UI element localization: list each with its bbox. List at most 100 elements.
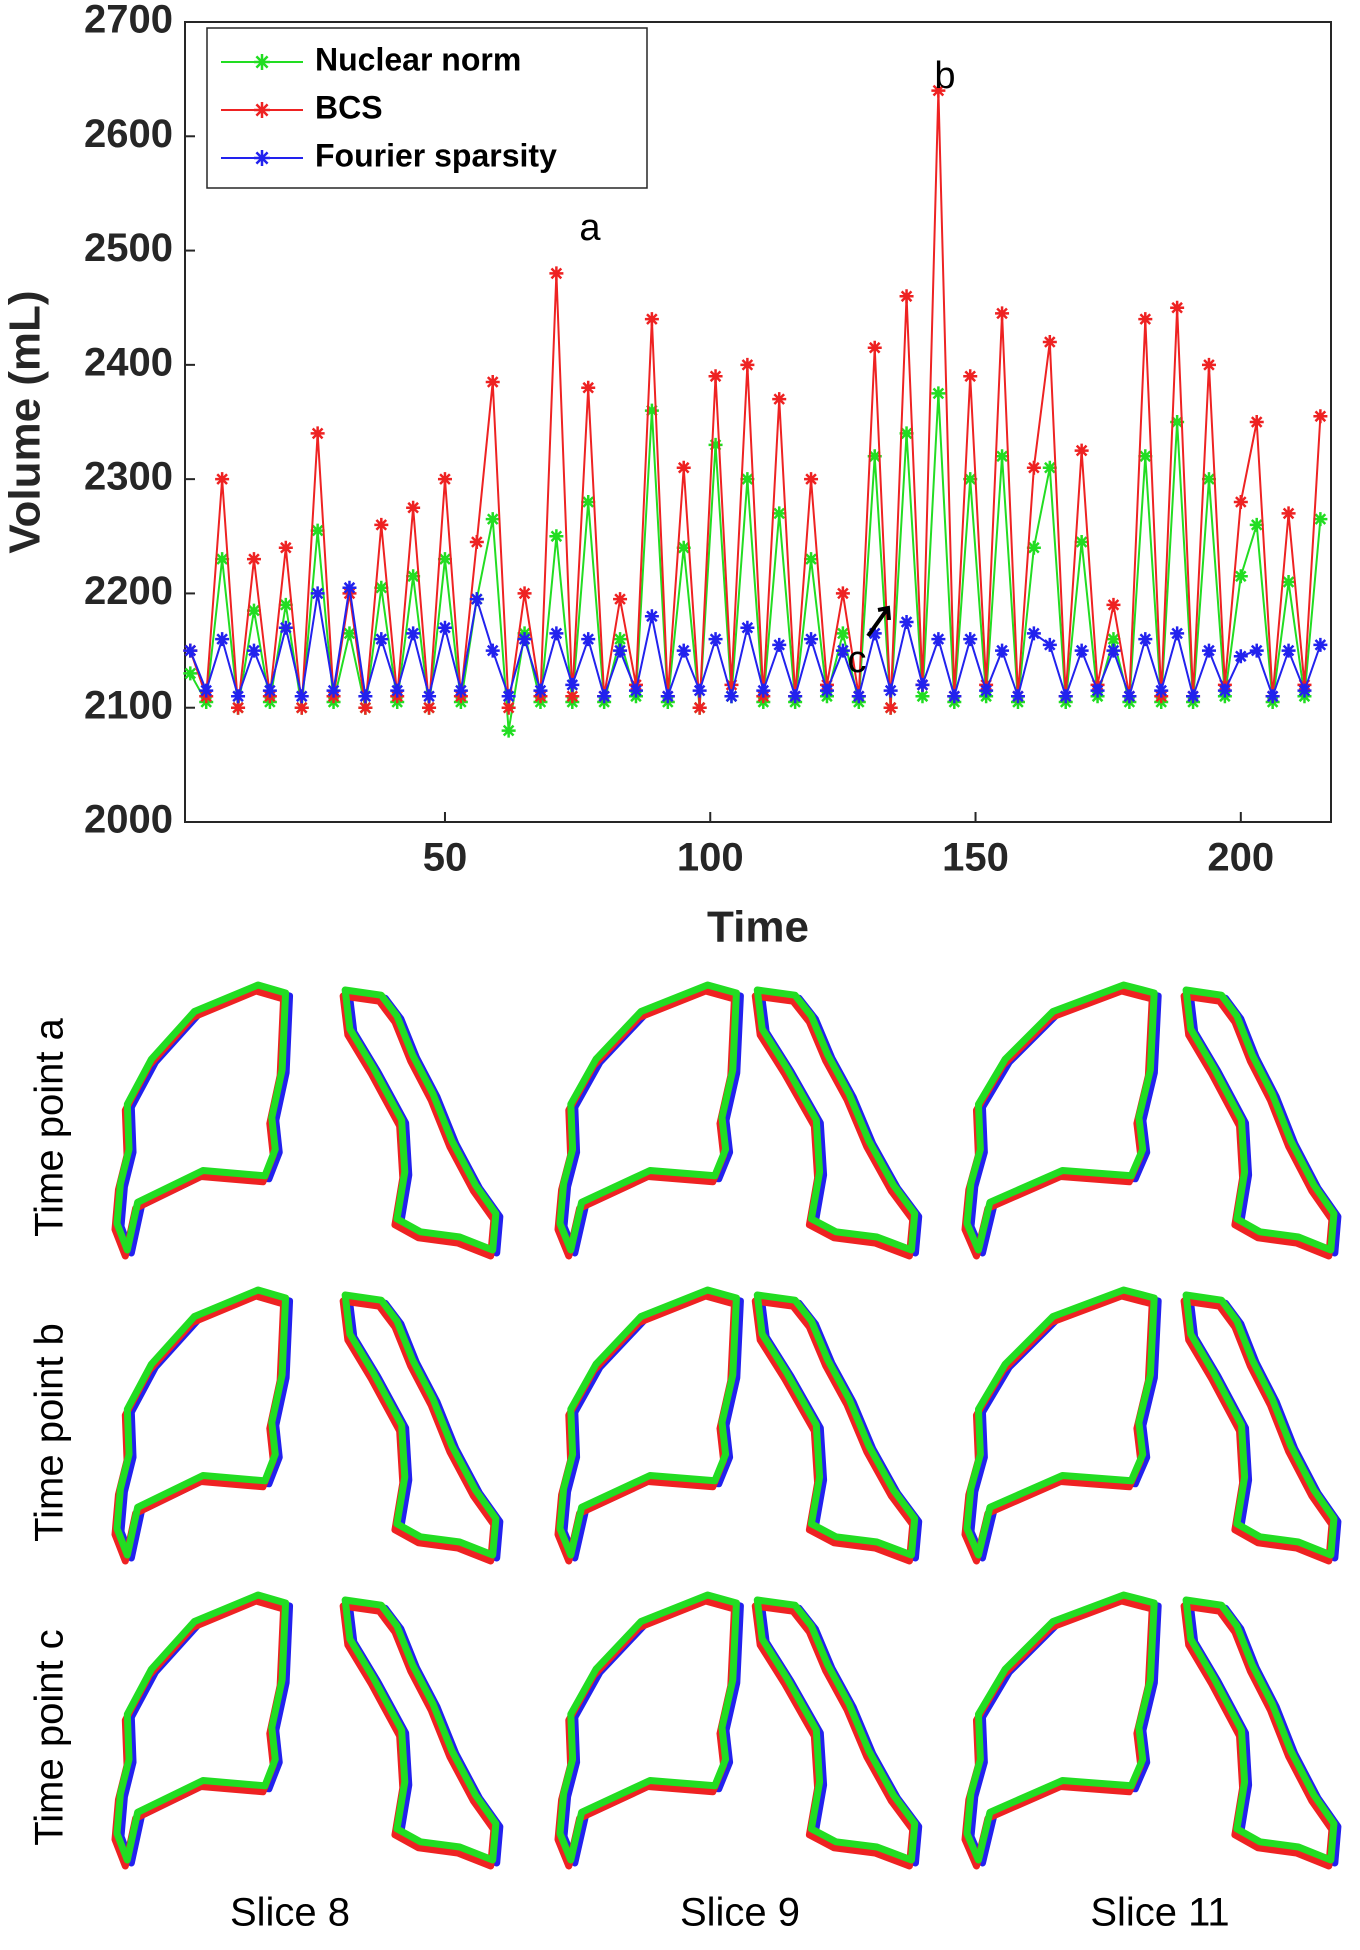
point-marker [437, 620, 452, 635]
lung-contour [560, 1290, 736, 1555]
point-marker [422, 700, 437, 715]
lung-contour [564, 988, 740, 1253]
point-marker [963, 632, 978, 647]
point-marker [1170, 626, 1185, 641]
contour-line [121, 1598, 290, 1863]
point-marker [724, 677, 739, 692]
point-marker [1138, 632, 1153, 647]
point-marker [1281, 506, 1296, 521]
contour-line [967, 1595, 1154, 1860]
legend-label: Fourier sparsity [315, 137, 557, 173]
point-marker [740, 620, 755, 635]
point-marker [867, 626, 882, 641]
point-marker [692, 683, 707, 698]
series-line [189, 587, 1322, 701]
point-marker [485, 643, 500, 658]
point-marker [851, 689, 866, 704]
row-label: Time point b [28, 1323, 72, 1542]
contour-line [1186, 990, 1334, 1250]
point-marker [1249, 517, 1264, 532]
contour-line [1190, 993, 1338, 1253]
point-marker [1106, 632, 1121, 647]
contour-line [564, 988, 740, 1253]
contour-line [761, 993, 918, 1253]
lung-contour [564, 1598, 740, 1863]
contour-line [755, 1606, 912, 1866]
point-marker [231, 700, 246, 715]
point-marker [756, 683, 771, 698]
point-marker [804, 552, 819, 567]
point-marker [1042, 335, 1057, 349]
point-marker [565, 677, 580, 692]
lung-contour [757, 1295, 914, 1555]
point-marker [501, 689, 516, 704]
contour-line [343, 1606, 494, 1866]
point-marker [1297, 683, 1312, 698]
point-marker [963, 472, 978, 487]
point-marker [804, 472, 819, 487]
contour-line [560, 1290, 736, 1555]
contour-line [1186, 1600, 1334, 1860]
point-marker [644, 312, 659, 327]
point-marker [835, 586, 850, 601]
lung-contour [349, 1298, 500, 1558]
point-marker [979, 683, 994, 698]
lung-contour [755, 996, 912, 1256]
point-marker [501, 723, 516, 738]
lung-contour [1190, 1603, 1338, 1863]
contour-line [560, 985, 736, 1250]
point-marker [1026, 626, 1041, 641]
point-marker [437, 552, 452, 567]
point-marker [1106, 643, 1121, 658]
point-marker [613, 632, 628, 647]
point-marker [995, 449, 1010, 464]
point-marker [660, 689, 675, 704]
y-tick-label: 2000 [84, 798, 173, 842]
point-marker [1249, 643, 1264, 658]
lung-contour [343, 1301, 494, 1561]
point-marker [390, 683, 405, 698]
point-marker [549, 529, 564, 544]
point-marker [963, 369, 978, 384]
point-marker [1154, 683, 1169, 698]
point-marker [358, 700, 373, 715]
point-marker [740, 472, 755, 487]
point-marker [1186, 689, 1201, 704]
lung-contour [560, 985, 736, 1250]
point-marker [1026, 540, 1041, 555]
point-marker [931, 632, 946, 647]
point-marker [1074, 443, 1089, 458]
point-marker [278, 597, 293, 612]
point-marker [406, 626, 421, 641]
point-marker [788, 689, 803, 704]
point-marker [1281, 643, 1296, 658]
point-marker [246, 552, 261, 567]
lung-contour [757, 990, 914, 1250]
point-marker [708, 632, 723, 647]
contour-line [345, 990, 496, 1250]
point-marker [644, 609, 659, 624]
contour-line [343, 996, 494, 1256]
contour-line [345, 1600, 496, 1860]
point-marker [915, 689, 930, 704]
y-tick-label: 2200 [84, 569, 173, 613]
contour-line [757, 1295, 914, 1555]
lung-contour [971, 1598, 1158, 1863]
point-marker [246, 643, 261, 658]
point-marker [231, 689, 246, 704]
point-marker [183, 643, 198, 658]
point-marker [374, 580, 389, 595]
contour-line [564, 1293, 740, 1558]
point-marker [1313, 409, 1328, 424]
contour-line [971, 1598, 1158, 1863]
point-marker [1010, 689, 1025, 704]
point-marker [453, 683, 468, 698]
point-marker [549, 266, 564, 281]
point-marker [644, 403, 659, 418]
lung-contour [971, 1293, 1158, 1558]
point-marker [358, 689, 373, 704]
lung-contour [1184, 996, 1332, 1256]
point-marker [883, 683, 898, 698]
point-marker [1170, 415, 1185, 429]
point-marker [262, 683, 277, 698]
